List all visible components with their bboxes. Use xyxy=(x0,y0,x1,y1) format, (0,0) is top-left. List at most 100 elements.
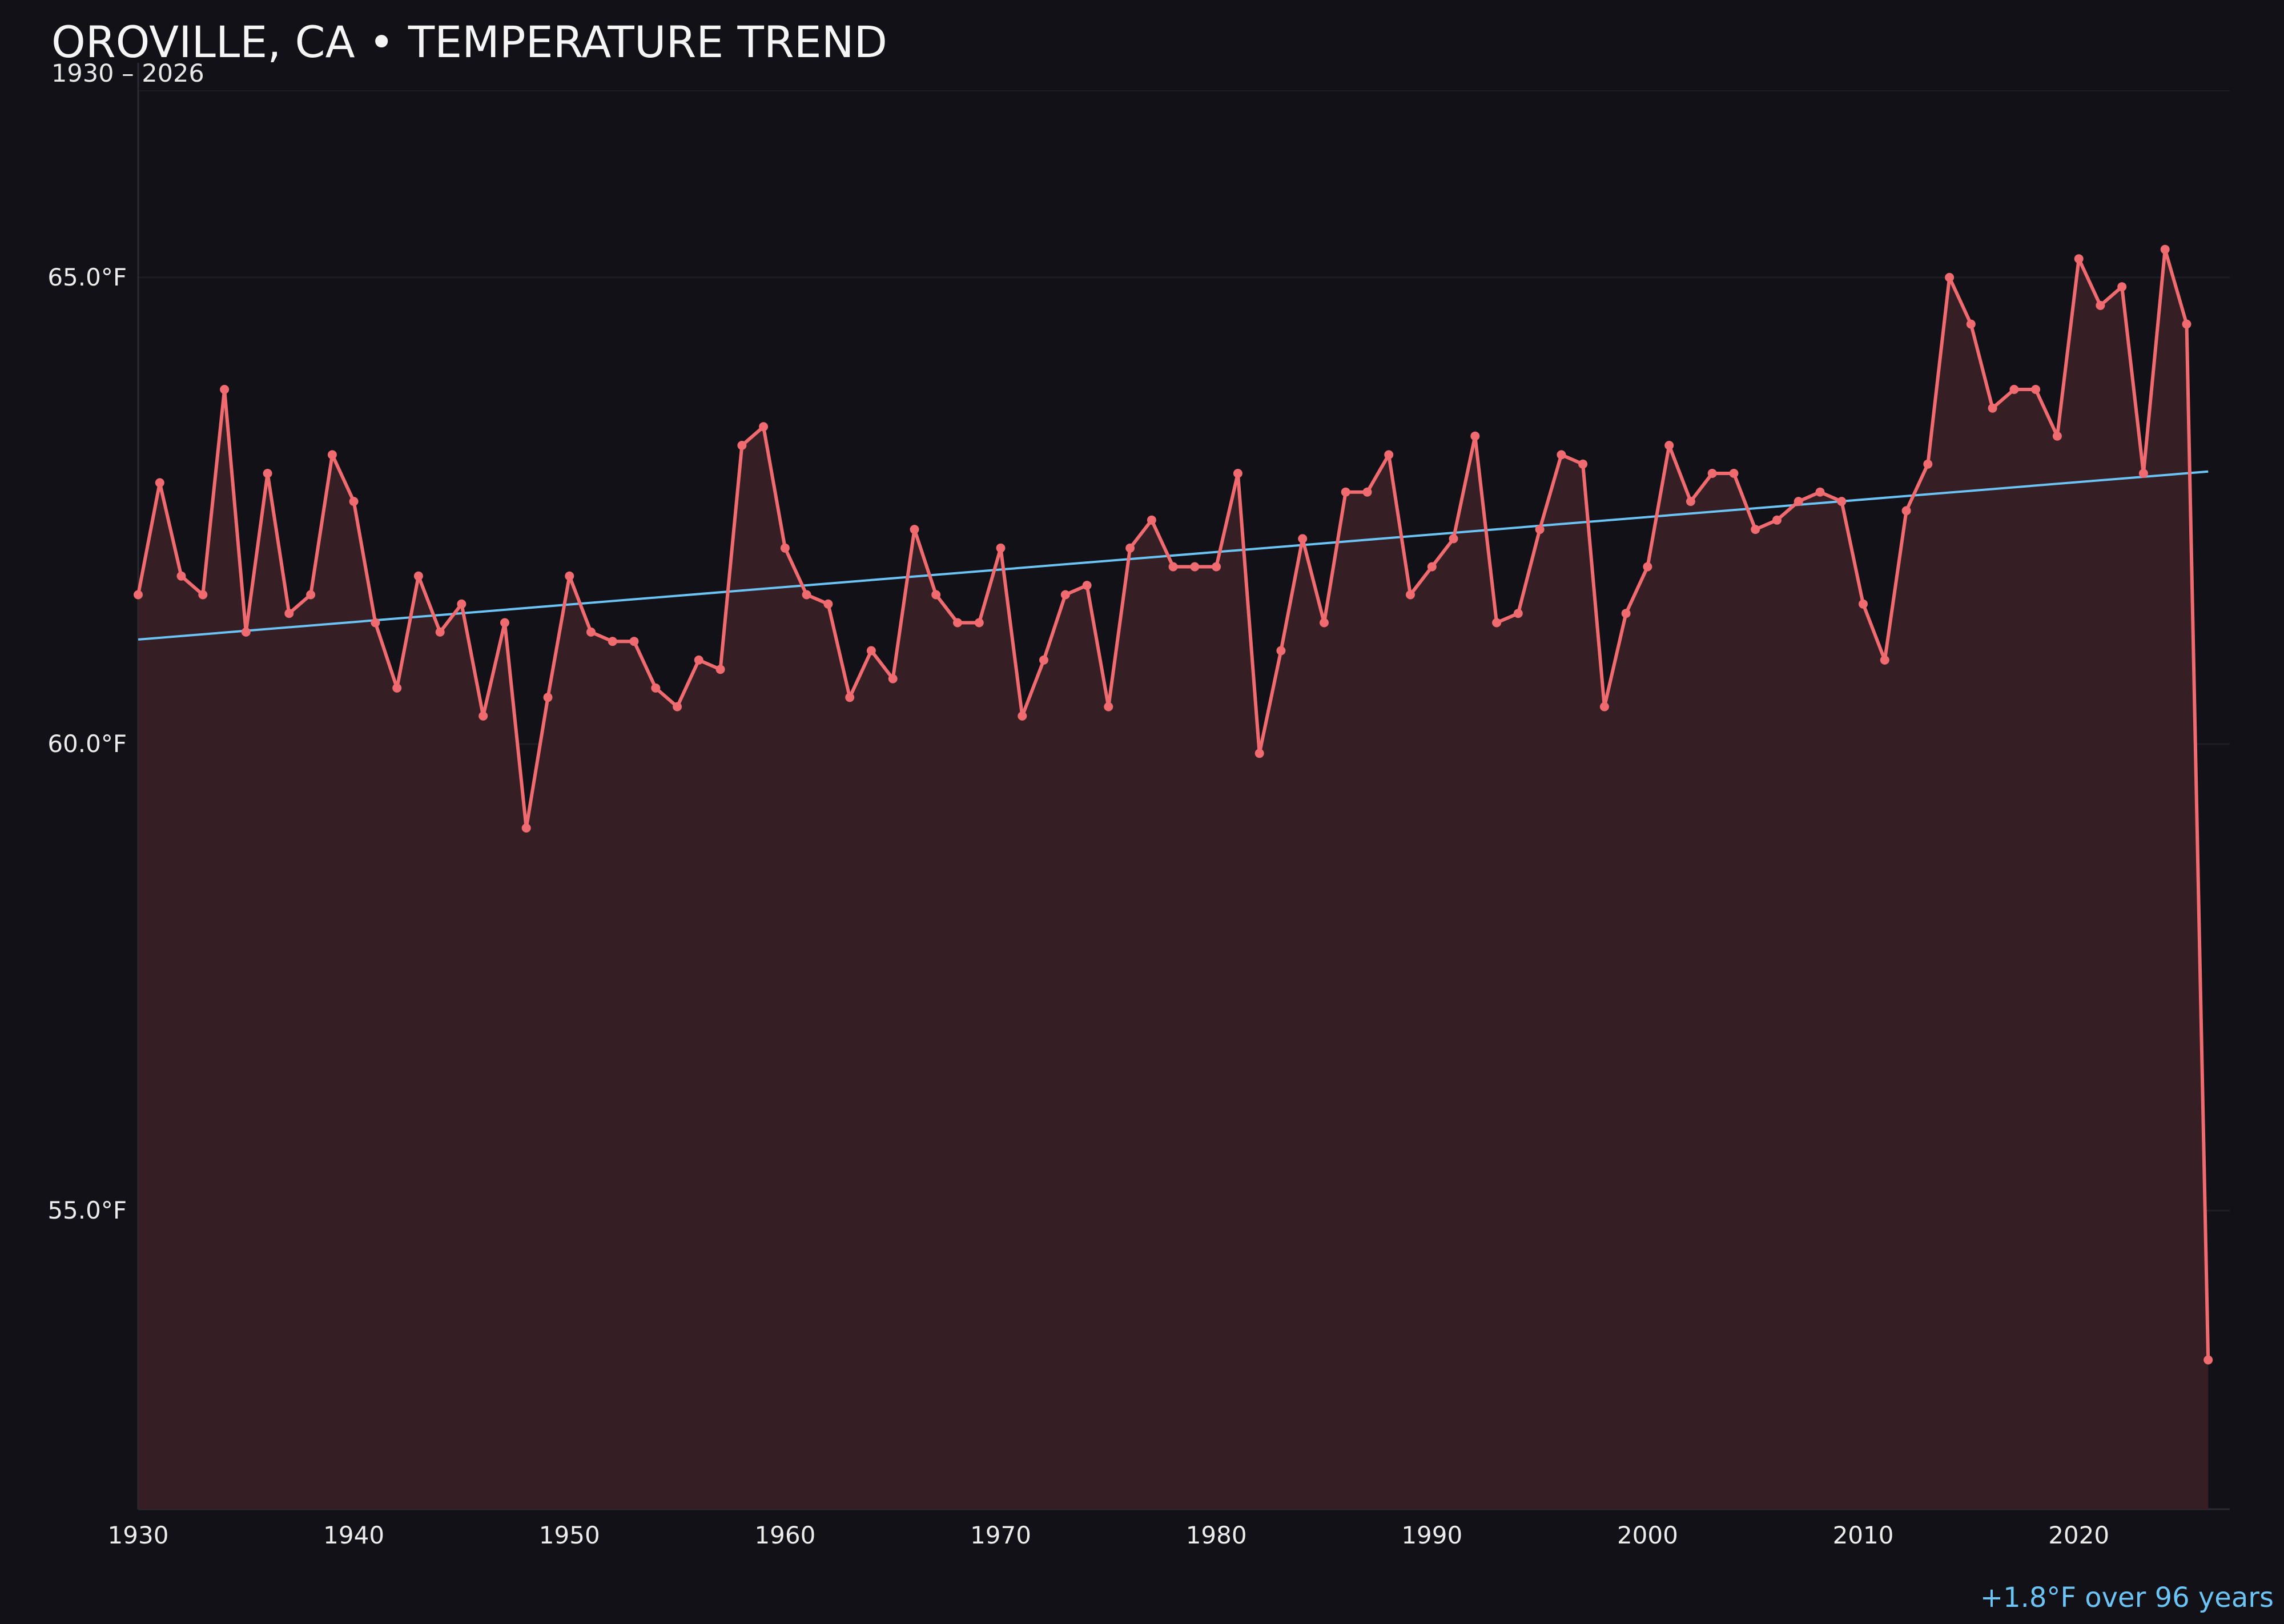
data-point-2023 xyxy=(2138,469,2148,478)
x-tick-label-1950: 1950 xyxy=(539,1521,600,1549)
data-point-1988 xyxy=(1384,450,1394,460)
data-point-1933 xyxy=(198,590,208,600)
data-point-2015 xyxy=(1966,319,1976,329)
data-point-2026 xyxy=(2203,1355,2213,1365)
chart-subtitle: 1930 – 2026 xyxy=(51,59,204,88)
data-point-2002 xyxy=(1686,497,1695,507)
area-fill-path xyxy=(138,249,2209,1509)
data-point-1958 xyxy=(737,441,747,450)
data-point-1981 xyxy=(1233,469,1242,478)
x-tick-label-1990: 1990 xyxy=(1401,1521,1462,1549)
data-point-1971 xyxy=(1018,711,1027,721)
data-point-1930 xyxy=(134,590,143,600)
data-point-1961 xyxy=(802,590,811,600)
data-point-1983 xyxy=(1276,646,1286,656)
x-tick-label-1980: 1980 xyxy=(1186,1521,1247,1549)
data-point-2000 xyxy=(1643,562,1652,572)
data-point-1969 xyxy=(974,618,984,628)
data-point-1998 xyxy=(1599,702,1609,711)
data-point-1951 xyxy=(586,627,596,637)
x-tick-label-1960: 1960 xyxy=(754,1521,815,1549)
data-point-1966 xyxy=(910,525,919,534)
data-points xyxy=(134,244,2213,1365)
data-point-1973 xyxy=(1060,590,1070,600)
data-point-1977 xyxy=(1147,515,1156,525)
data-point-1995 xyxy=(1535,525,1545,534)
data-point-1963 xyxy=(845,693,855,702)
data-point-2005 xyxy=(1751,525,1760,534)
data-point-1964 xyxy=(866,646,876,656)
data-point-2012 xyxy=(1901,506,1911,516)
data-point-1992 xyxy=(1470,431,1480,441)
data-point-2011 xyxy=(1880,655,1889,665)
data-point-2020 xyxy=(2074,254,2084,264)
data-point-1939 xyxy=(327,450,337,460)
data-point-1993 xyxy=(1492,618,1502,628)
data-point-1956 xyxy=(694,655,703,665)
data-point-1936 xyxy=(263,469,272,478)
data-point-1952 xyxy=(608,637,617,646)
data-point-1999 xyxy=(1621,609,1631,618)
data-point-1984 xyxy=(1298,534,1308,544)
data-point-2008 xyxy=(1815,487,1825,497)
data-point-1976 xyxy=(1125,543,1135,553)
data-point-1965 xyxy=(888,674,898,684)
y-tick-label-55: 55.0°F xyxy=(47,1196,127,1224)
y-tick-label-60: 60.0°F xyxy=(47,730,127,758)
data-point-1990 xyxy=(1427,562,1437,572)
trend-line-group xyxy=(138,470,2209,641)
chart-title: OROVILLE, CA • TEMPERATURE TREND xyxy=(51,17,887,67)
x-axis-ticks: 1930 1940 1950 1960 1970 1980 1990 2000 2010 2020 xyxy=(108,1521,2110,1549)
data-point-1970 xyxy=(996,543,1006,553)
trend-line xyxy=(138,470,2209,641)
data-point-2022 xyxy=(2117,282,2127,292)
data-point-2009 xyxy=(1837,497,1847,507)
data-point-2017 xyxy=(2009,385,2019,394)
data-point-1960 xyxy=(780,543,790,553)
data-point-1962 xyxy=(823,599,833,609)
data-point-1997 xyxy=(1578,459,1588,469)
data-point-1986 xyxy=(1341,487,1350,497)
x-tick-label-2010: 2010 xyxy=(1833,1521,1894,1549)
data-point-1959 xyxy=(759,422,769,432)
data-point-1996 xyxy=(1557,450,1566,460)
data-point-1975 xyxy=(1104,702,1113,711)
y-tick-label-65: 65.0°F xyxy=(47,263,127,291)
data-point-1987 xyxy=(1362,487,1372,497)
data-point-1940 xyxy=(349,497,359,507)
data-point-2006 xyxy=(1772,515,1782,525)
data-point-1946 xyxy=(478,711,488,721)
data-point-2024 xyxy=(2160,244,2170,254)
data-point-1967 xyxy=(931,590,941,600)
data-point-2001 xyxy=(1664,441,1674,450)
temperature-area-fill xyxy=(138,249,2209,1509)
data-point-1941 xyxy=(371,618,380,628)
data-point-2010 xyxy=(1859,599,1868,609)
data-point-1954 xyxy=(651,683,661,693)
y-axis-ticks: 55.0°F 60.0°F 65.0°F xyxy=(47,263,127,1224)
data-point-1932 xyxy=(176,571,186,581)
data-point-1957 xyxy=(715,665,725,674)
data-point-1955 xyxy=(673,702,682,711)
data-point-1934 xyxy=(220,385,230,394)
data-point-1991 xyxy=(1449,534,1458,544)
x-tick-label-2000: 2000 xyxy=(1617,1521,1678,1549)
data-point-1949 xyxy=(543,693,553,702)
data-point-1974 xyxy=(1082,581,1092,590)
data-point-1994 xyxy=(1513,609,1523,618)
data-point-2021 xyxy=(2096,300,2105,310)
data-point-1944 xyxy=(435,627,445,637)
data-point-2013 xyxy=(1923,459,1933,469)
data-point-1935 xyxy=(241,627,251,637)
data-point-1972 xyxy=(1039,655,1048,665)
data-point-1950 xyxy=(565,571,574,581)
x-tick-label-1940: 1940 xyxy=(323,1521,384,1549)
data-point-2016 xyxy=(1988,403,1997,413)
data-point-1978 xyxy=(1168,562,1178,572)
data-point-1942 xyxy=(392,683,402,693)
data-point-1948 xyxy=(521,823,531,833)
data-point-2004 xyxy=(1729,469,1739,478)
x-tick-label-1970: 1970 xyxy=(970,1521,1031,1549)
x-tick-label-1930: 1930 xyxy=(108,1521,169,1549)
data-point-2019 xyxy=(2052,431,2062,441)
